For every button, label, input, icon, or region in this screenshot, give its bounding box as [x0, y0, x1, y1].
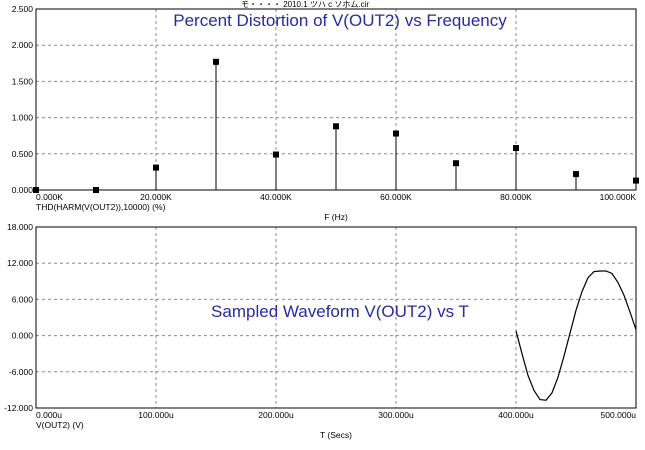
harmonic-marker	[453, 160, 459, 167]
x-tick-label: 100.000u	[138, 410, 174, 420]
x-tick-label: 0.000K	[36, 192, 63, 202]
y-tick-label: 2.000	[12, 40, 34, 50]
chart-title: Sampled Waveform V(OUT2) vs T	[211, 302, 469, 321]
x-axis-label: T (Secs)	[320, 430, 352, 440]
x-tick-label: 40.000K	[260, 192, 292, 202]
x-tick-label: 300.000u	[378, 410, 414, 420]
y-tick-label: 0.500	[12, 149, 34, 159]
harmonic-marker	[513, 145, 519, 152]
waveform-line	[515, 270, 637, 401]
y-tick-label: 0.000	[12, 331, 34, 341]
chart-title: Percent Distortion of V(OUT2) vs Frequen…	[173, 11, 507, 30]
x-tick-label: 500.000u	[601, 410, 637, 420]
x-tick-label: 60.000K	[380, 192, 412, 202]
harmonic-marker	[93, 187, 99, 193]
harmonic-marker	[273, 151, 279, 158]
y-tick-label: 1.000	[12, 113, 34, 123]
harmonic-marker	[33, 187, 39, 193]
x-tick-label: 400.000u	[498, 410, 534, 420]
x-tick-label: 200.000u	[258, 410, 294, 420]
harmonic-marker	[333, 123, 339, 130]
y-tick-label: 6.000	[12, 294, 34, 304]
x-tick-label: 20.000K	[140, 192, 172, 202]
waveform-plot: 18.000 12.000 6.000 0.000 -6.000 -12.0000.000…	[4, 222, 637, 440]
y-tick-label: 0.000	[12, 185, 34, 195]
plot-frame	[35, 226, 637, 409]
x-tick-label: 0.000u	[36, 410, 62, 420]
harmonic-marker	[573, 171, 579, 178]
x-tick-label: 80.000K	[500, 192, 532, 202]
x-axis-label: F (Hz)	[324, 212, 348, 222]
trace-label: V(OUT2) (V)	[36, 420, 84, 430]
y-tick-label: 1.500	[12, 76, 34, 86]
harmonic-marker	[153, 164, 159, 171]
y-tick-label: 18.000	[7, 222, 33, 232]
harmonic-marker	[393, 130, 399, 137]
harmonic-marker	[213, 58, 219, 65]
y-tick-label: 12.000	[7, 258, 33, 268]
y-tick-label: -6.000	[9, 367, 33, 377]
harmonic-marker	[633, 177, 639, 184]
y-tick-label: 2.500	[12, 4, 34, 14]
distortion-plot: 2.500 2.000 1.500 1.000 0.500 0.0000.000K 20.0…	[12, 4, 639, 222]
file-header: モ・・・・ 2010.1 ツハ c ソホム.cir	[241, 0, 369, 9]
x-tick-label: 100.000K	[600, 192, 637, 202]
trace-label: THD(HARM(V(OUT2)),10000) (%)	[36, 202, 166, 212]
y-tick-label: -12.000	[4, 403, 33, 413]
